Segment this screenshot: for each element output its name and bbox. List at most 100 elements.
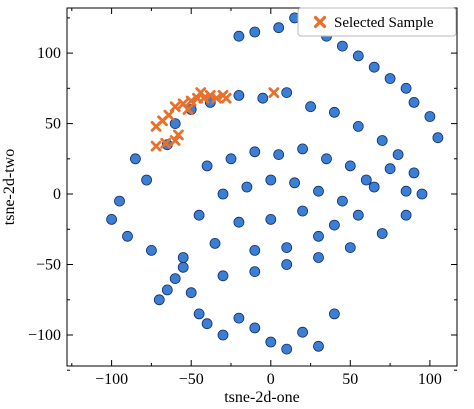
selected-point — [220, 92, 232, 104]
x-tick-label: 50 — [342, 371, 358, 388]
y-tick-label: 0 — [53, 186, 61, 203]
data-point — [177, 252, 189, 263]
y-tick-label: −100 — [28, 327, 61, 344]
data-point — [233, 90, 245, 101]
data-point — [217, 270, 229, 282]
legend: Selected Sample — [297, 7, 457, 37]
data-point — [400, 209, 412, 221]
data-point — [273, 149, 285, 161]
data-point — [265, 174, 277, 186]
data-point — [169, 273, 181, 285]
data-point — [432, 132, 444, 144]
data-point — [424, 111, 436, 122]
selected-point — [160, 137, 172, 149]
data-point — [249, 266, 261, 278]
y-tick-label: 50 — [45, 116, 61, 133]
data-point — [384, 73, 396, 84]
data-point — [400, 185, 412, 197]
selected-point — [211, 92, 223, 104]
data-point — [193, 209, 205, 221]
selected-point — [182, 104, 194, 115]
data-point — [169, 118, 181, 129]
x-tick-label: −50 — [179, 371, 204, 388]
data-point — [249, 26, 261, 38]
data-point — [153, 294, 165, 306]
data-point — [249, 322, 261, 334]
selected-point — [268, 87, 280, 98]
data-point — [281, 259, 293, 270]
data-point — [201, 318, 213, 330]
selected-point — [195, 87, 207, 98]
selected-layer — [150, 87, 280, 152]
data-point — [297, 205, 309, 217]
selected-point — [169, 135, 181, 146]
data-point — [265, 213, 277, 225]
data-point — [281, 242, 293, 254]
x-tick-label: 0 — [267, 371, 275, 388]
selected-point — [172, 129, 184, 141]
data-point — [352, 209, 364, 221]
data-point — [313, 185, 324, 197]
x-tick-label: 100 — [418, 371, 442, 388]
x-axis-label: tsne-2d-one — [224, 389, 300, 406]
data-point — [106, 213, 117, 225]
data-point — [313, 252, 324, 263]
data-point — [177, 261, 189, 273]
data-point — [209, 237, 221, 249]
selected-point — [204, 90, 216, 101]
data-point — [225, 153, 237, 165]
data-point — [193, 308, 205, 320]
data-point — [257, 92, 269, 104]
points-layer — [106, 8, 444, 355]
data-point — [336, 195, 348, 207]
data-point — [233, 312, 245, 324]
selected-point — [185, 95, 197, 107]
data-point — [321, 153, 332, 165]
data-point — [289, 177, 301, 189]
data-point — [241, 181, 253, 193]
data-point — [344, 242, 356, 254]
data-point — [273, 22, 285, 34]
x-tick-label: −100 — [95, 371, 128, 388]
data-point — [376, 228, 388, 239]
data-point — [201, 160, 213, 172]
data-point — [185, 287, 197, 299]
data-point — [344, 160, 356, 172]
data-point — [297, 326, 309, 338]
data-point — [305, 101, 317, 113]
data-point — [328, 106, 340, 118]
data-point — [233, 216, 245, 228]
selected-point — [150, 140, 162, 152]
data-point — [392, 149, 404, 161]
legend-marker — [313, 15, 327, 29]
data-point — [217, 188, 229, 200]
data-point — [281, 87, 293, 98]
data-point — [281, 343, 293, 355]
data-point — [352, 121, 364, 132]
data-point — [122, 230, 133, 242]
data-point — [408, 97, 420, 108]
data-point — [368, 61, 380, 73]
y-axis-label: tsne-2d-two — [1, 149, 18, 225]
data-point — [249, 244, 261, 256]
data-point — [376, 135, 388, 146]
plot-frame — [66, 7, 458, 367]
data-point — [360, 174, 372, 186]
data-point — [297, 143, 309, 155]
data-point — [141, 174, 153, 186]
data-point — [114, 195, 125, 207]
data-point — [233, 30, 245, 42]
ticks-layer: −100 −50 0 50 100 −100 −50 0 50 100 — [28, 8, 457, 388]
data-point — [408, 167, 420, 179]
selected-point — [169, 101, 181, 113]
y-tick-label: 100 — [37, 45, 61, 62]
data-point — [328, 308, 340, 320]
data-point — [204, 97, 216, 108]
data-point — [265, 336, 277, 348]
data-point — [313, 230, 324, 242]
data-point — [313, 340, 324, 352]
selected-point — [198, 92, 210, 104]
legend-box — [297, 7, 457, 37]
data-point — [416, 188, 428, 200]
